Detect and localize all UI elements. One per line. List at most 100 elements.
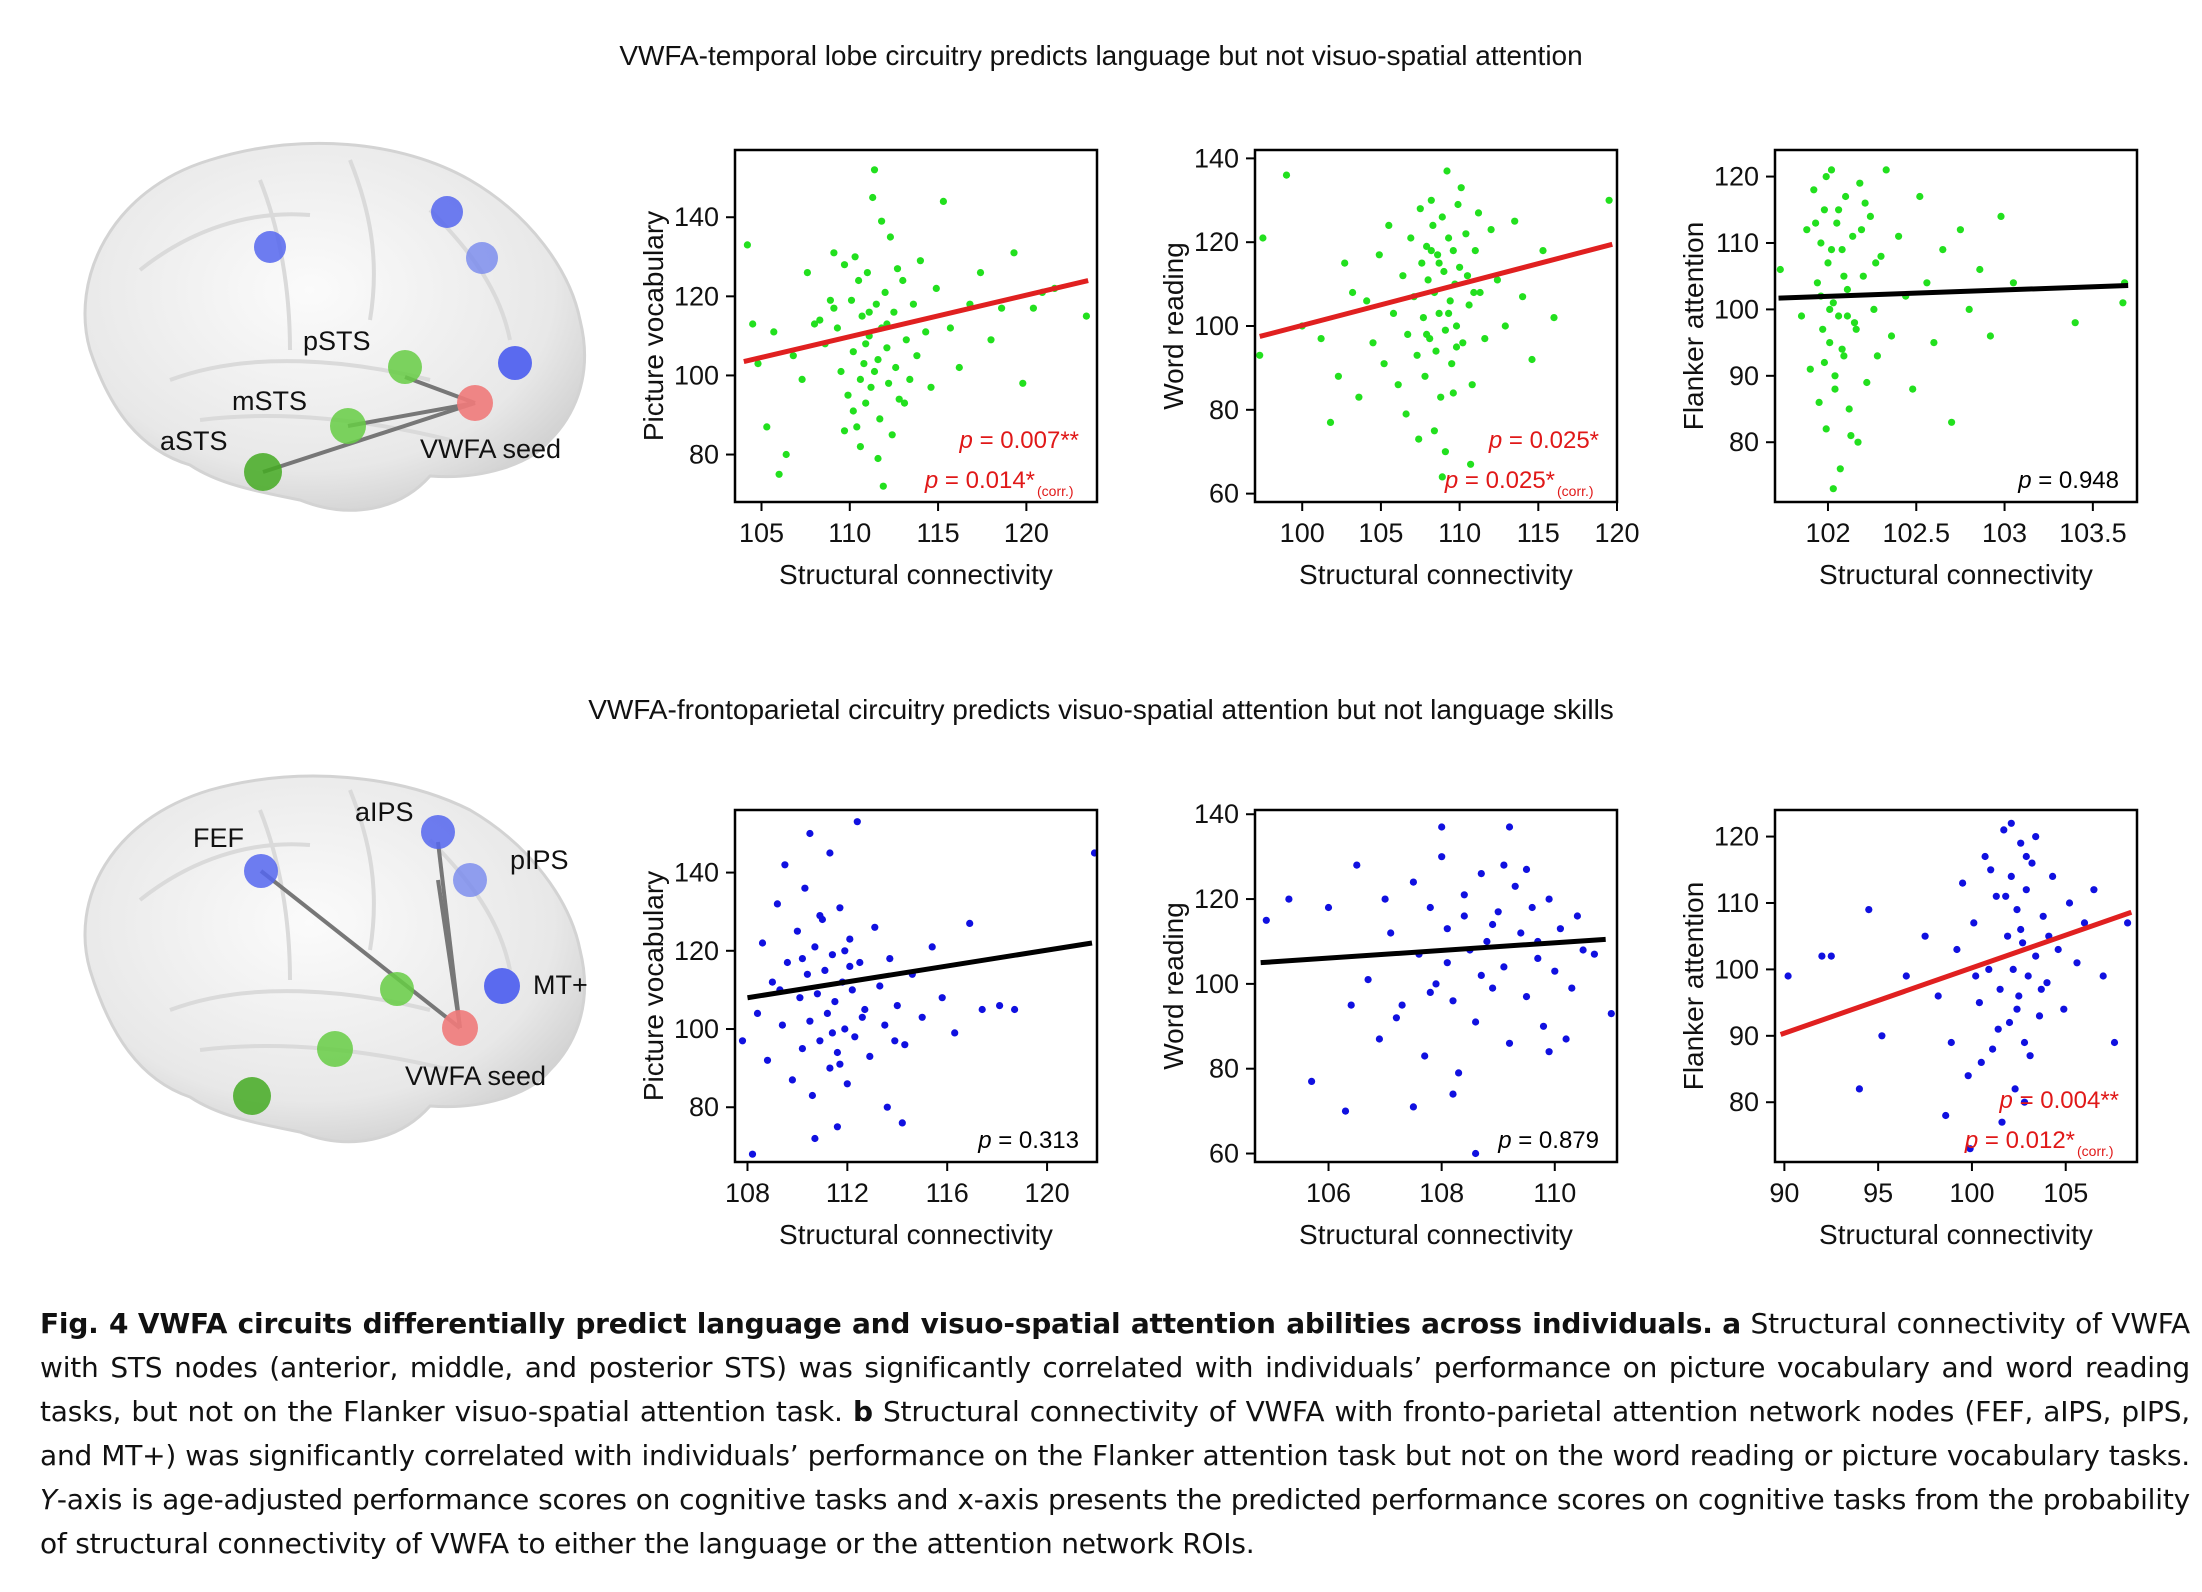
- data-point: [2024, 972, 2032, 980]
- caption-fig-label: Fig. 4: [40, 1307, 129, 1340]
- data-point: [1829, 485, 1837, 493]
- p-value-subscript: (corr.): [1557, 483, 1594, 499]
- data-point: [874, 454, 882, 463]
- p-value-annotation: p = 0.012*: [1964, 1127, 2075, 1154]
- data-point: [1326, 418, 1335, 426]
- x-tick-label: 110: [1438, 518, 1481, 548]
- data-point: [826, 296, 834, 304]
- brain-diagram-temporal: pSTS mSTS aSTS VWFA seed: [83, 141, 586, 512]
- data-point: [1500, 861, 1508, 869]
- data-point: [1831, 372, 1839, 380]
- data-point: [876, 982, 884, 990]
- data-point: [893, 265, 902, 273]
- data-point: [1426, 988, 1434, 996]
- data-point: [2049, 872, 2057, 880]
- data-point: [1545, 895, 1553, 903]
- data-point: [788, 1076, 796, 1084]
- blue-node: [431, 196, 463, 228]
- y-tick-label: 80: [1729, 427, 1759, 457]
- data-point: [898, 1119, 906, 1127]
- data-point: [1972, 972, 1980, 980]
- data-point: [763, 423, 771, 431]
- data-point: [1355, 393, 1363, 401]
- p-symbol: p: [977, 1127, 991, 1154]
- data-point: [1394, 381, 1402, 389]
- data-point: [902, 336, 910, 344]
- data-point: [1282, 171, 1291, 179]
- data-point: [1404, 330, 1412, 338]
- fef-node: [244, 854, 278, 888]
- data-point: [836, 904, 844, 912]
- data-point: [1992, 892, 2000, 900]
- data-point: [874, 356, 882, 364]
- data-point: [1895, 232, 1903, 240]
- x-tick-label: 102: [1805, 518, 1850, 548]
- p-value-subscript: (corr.): [1037, 483, 1074, 499]
- data-point: [886, 955, 894, 963]
- data-point: [1539, 247, 1547, 255]
- data-point: [863, 269, 871, 277]
- data-point: [1797, 312, 1806, 320]
- data-point: [1902, 972, 1910, 980]
- data-point: [803, 269, 811, 277]
- y-tick-label: 80: [1729, 1087, 1759, 1117]
- data-point: [883, 344, 891, 352]
- y-tick-label: 100: [674, 1014, 719, 1044]
- data-point: [1865, 906, 1873, 914]
- y-axis-label: Flanker attention: [1678, 222, 1709, 431]
- data-point: [1082, 312, 1090, 320]
- data-point: [987, 336, 995, 344]
- y-tick-label: 100: [674, 360, 719, 390]
- caption-a-text: Structural connectivity of VWFA with STS…: [40, 1307, 2191, 1428]
- data-point: [2013, 906, 2021, 914]
- data-point: [1817, 239, 1825, 247]
- data-point: [789, 352, 797, 360]
- scatter-flanker-attention-a: 102 102.5 103 103.5 80 90 100 110 120 Structural …: [1678, 148, 2139, 590]
- data-point: [1870, 305, 1878, 313]
- data-point: [1501, 322, 1509, 330]
- x-tick-label: 105: [739, 518, 784, 548]
- data-point: [1399, 272, 1407, 280]
- data-point: [1432, 980, 1440, 988]
- data-point: [775, 470, 783, 478]
- data-point: [2080, 919, 2089, 927]
- data-point: [1500, 963, 1508, 971]
- data-point: [846, 962, 854, 970]
- data-point: [1835, 312, 1843, 320]
- data-point: [955, 363, 963, 372]
- data-point: [1562, 1035, 1570, 1043]
- data-point: [1449, 389, 1457, 397]
- plot-frame: [1773, 808, 2139, 1164]
- data-point: [1822, 173, 1830, 181]
- green-node: [233, 1077, 271, 1115]
- data-point: [2020, 1098, 2029, 1106]
- x-tick-label: 103.5: [2059, 518, 2127, 548]
- data-point: [803, 970, 811, 978]
- caption-fig-title: VWFA circuits differentially predict lan…: [137, 1307, 1713, 1340]
- data-point: [847, 296, 856, 304]
- data-point: [2002, 892, 2010, 900]
- data-point: [828, 951, 836, 959]
- data-point: [1457, 184, 1465, 192]
- data-point: [1029, 304, 1037, 312]
- data-point: [1996, 985, 2004, 993]
- data-point: [856, 958, 864, 967]
- data-point: [816, 912, 824, 920]
- data-point: [1445, 234, 1453, 242]
- aSTS-label: aSTS: [160, 426, 228, 456]
- data-point: [1856, 179, 1864, 187]
- y-tick-label: 110: [1716, 888, 1759, 918]
- x-tick-label: 100: [1280, 518, 1325, 548]
- x-tick-label: 120: [1004, 518, 1049, 548]
- data-point: [1948, 418, 1956, 426]
- y-tick-label: 120: [674, 281, 719, 311]
- data-point: [1435, 309, 1443, 317]
- p-symbol: p: [959, 427, 973, 454]
- data-point: [1477, 971, 1485, 979]
- data-point: [1840, 352, 1848, 360]
- data-point: [867, 383, 875, 391]
- data-point: [1402, 410, 1410, 418]
- data-point: [1813, 279, 1821, 287]
- data-point: [2119, 299, 2127, 307]
- data-point: [1471, 247, 1479, 255]
